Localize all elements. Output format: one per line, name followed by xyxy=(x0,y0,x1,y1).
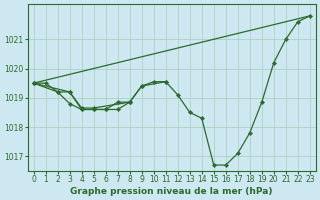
X-axis label: Graphe pression niveau de la mer (hPa): Graphe pression niveau de la mer (hPa) xyxy=(70,187,273,196)
